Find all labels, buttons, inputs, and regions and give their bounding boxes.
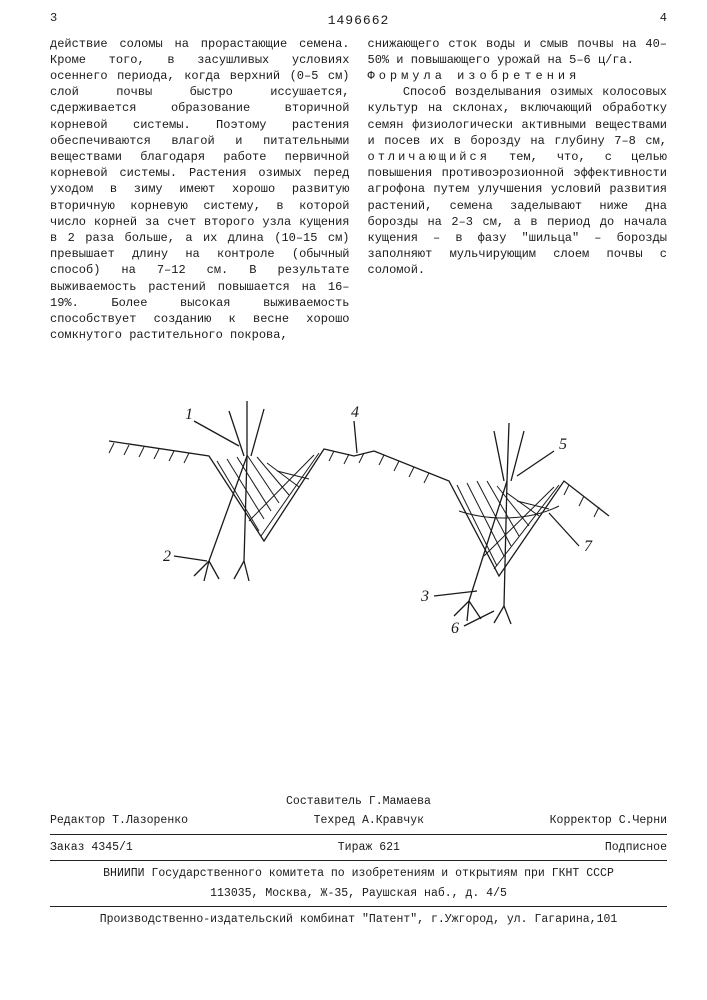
claim-distinguishing: отличающийся	[368, 150, 490, 164]
order-num: 4345/1	[91, 841, 132, 854]
sign-label: Подписное	[605, 840, 667, 856]
tirazh-num: 621	[379, 841, 400, 854]
fig-label-4: 4	[351, 404, 359, 421]
column-right: снижающего сток воды и смыв почвы на 40–…	[368, 36, 668, 344]
corrector-label: Корректор	[550, 814, 612, 827]
page-num-right: 4	[660, 10, 667, 26]
fig-label-1: 1	[185, 406, 193, 423]
column-left: действие соломы на прорастающие семена. …	[50, 36, 350, 344]
techred-name: А.Кравчук	[362, 814, 424, 827]
tirazh-label: Тираж	[338, 841, 373, 854]
printer-line: Производственно-издательский комбинат "П…	[50, 910, 667, 930]
claim-part-c: тем, что, с целью повышения противоэрози…	[368, 150, 668, 277]
vniipi-line: ВНИИПИ Государственного комитета по изоб…	[50, 864, 667, 884]
vniipi-address: 113035, Москва, Ж-35, Раушская наб., д. …	[50, 884, 667, 904]
fig-label-6: 6	[451, 620, 459, 637]
imprint-footer: Составитель Г.Мамаева Редактор Т.Лазорен…	[50, 792, 667, 930]
editor-label: Редактор	[50, 814, 105, 827]
techred-label: Техред	[314, 814, 355, 827]
order-label: Заказ	[50, 841, 85, 854]
body-columns: действие соломы на прорастающие семена. …	[50, 36, 667, 344]
left-text: действие соломы на прорастающие семена. …	[50, 36, 350, 344]
claim-text: Способ возделывания озимых колосовых кул…	[368, 84, 668, 278]
fig-label-3: 3	[420, 588, 429, 605]
fig-label-7: 7	[584, 538, 593, 555]
page-num-left: 3	[50, 10, 57, 26]
claim-part-a: Способ возделывания озимых колосовых кул…	[368, 85, 668, 148]
editor-name: Т.Лазоренко	[112, 814, 188, 827]
document-number: 1496662	[50, 12, 667, 30]
cross-section-figure: 1 2 3 4 5 6 7	[99, 361, 619, 641]
compiler-label: Составитель	[286, 795, 362, 808]
right-intro: снижающего сток воды и смыв почвы на 40–…	[368, 36, 668, 68]
fig-label-2: 2	[163, 548, 171, 565]
fig-label-5: 5	[559, 436, 567, 453]
formula-title: Формула изобретения	[368, 68, 668, 84]
compiler-name: Г.Мамаева	[369, 795, 431, 808]
corrector-name: С.Черни	[619, 814, 667, 827]
